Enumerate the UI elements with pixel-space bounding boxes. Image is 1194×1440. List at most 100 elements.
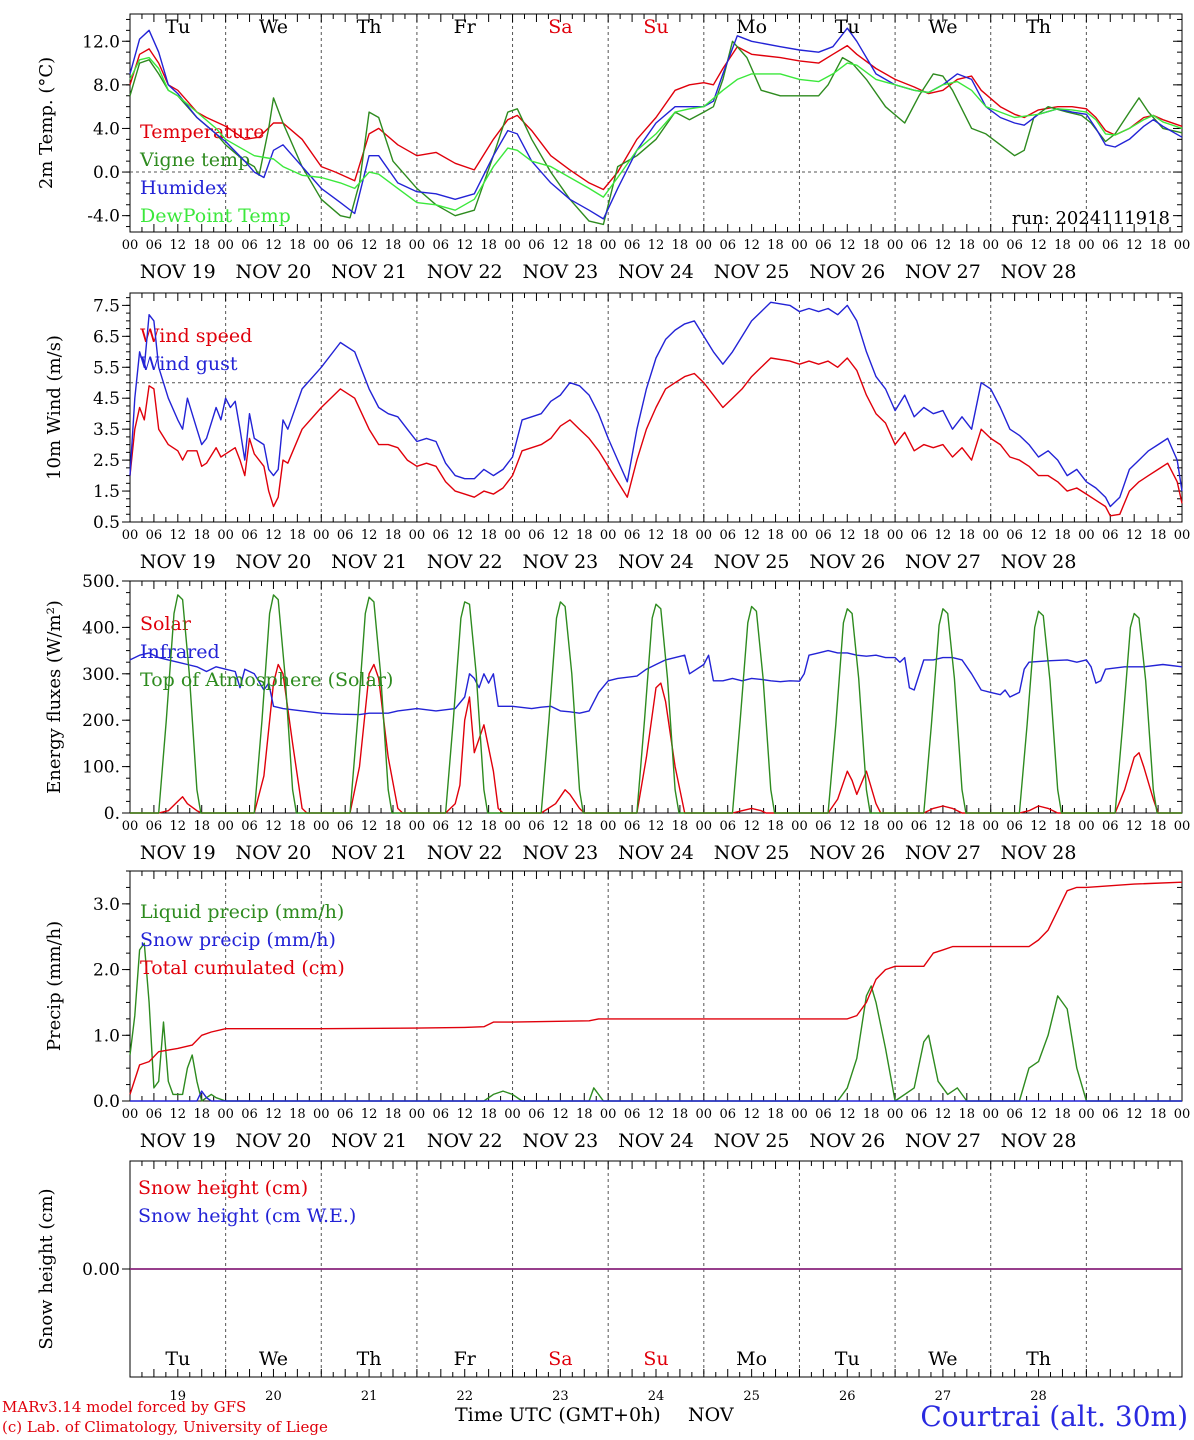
x-hour-label: 12 — [1030, 238, 1047, 253]
x-hour-label: 06 — [241, 819, 258, 834]
day-number-label: 27 — [935, 1389, 952, 1404]
x-hour-label: 18 — [1150, 819, 1167, 834]
y-tick-label: 1.0 — [93, 1026, 120, 1046]
weekday-label: Tu — [835, 1348, 860, 1370]
day-number-label: 23 — [552, 1389, 569, 1404]
x-hour-label: 00 — [1174, 819, 1191, 834]
x-hour-label: 00 — [1078, 238, 1095, 253]
weekday-label: Tu — [165, 1348, 190, 1370]
x-hour-label: 12 — [265, 1107, 282, 1122]
x-hour-label: 12 — [743, 238, 760, 253]
legend-entry: Snow height (cm W.E.) — [138, 1205, 356, 1227]
weekday-label: Th — [1026, 1348, 1051, 1370]
x-hour-label: 00 — [982, 1107, 999, 1122]
x-hour-label: 06 — [624, 819, 641, 834]
x-hour-label: 12 — [648, 819, 665, 834]
x-hour-label: 12 — [648, 1107, 665, 1122]
day-number-label: 26 — [839, 1389, 856, 1404]
y-axis-label: Energy fluxes (W/m²) — [44, 600, 65, 794]
x-hour-label: 12 — [935, 528, 952, 543]
weekday-label: Fr — [454, 1348, 477, 1370]
x-hour-label: 12 — [935, 1107, 952, 1122]
day-number-label: 25 — [743, 1389, 760, 1404]
date-label: NOV 27 — [905, 842, 981, 864]
x-hour-label: 12 — [361, 528, 378, 543]
x-hour-label: 18 — [385, 528, 402, 543]
x-hour-label: 06 — [1006, 238, 1023, 253]
day-number-label: 22 — [456, 1389, 473, 1404]
x-hour-label: 12 — [361, 819, 378, 834]
x-hour-label: 06 — [337, 238, 354, 253]
x-hour-label: 06 — [1006, 819, 1023, 834]
date-label: NOV 20 — [236, 1130, 312, 1152]
x-hour-label: 12 — [935, 238, 952, 253]
y-tick-label: 8.0 — [93, 76, 120, 96]
x-hour-label: 00 — [887, 238, 904, 253]
day-number-label: 28 — [1030, 1389, 1047, 1404]
x-hour-label: 18 — [1150, 528, 1167, 543]
x-hour-label: 06 — [433, 819, 450, 834]
x-hour-label: 06 — [528, 1107, 545, 1122]
x-hour-label: 06 — [911, 1107, 928, 1122]
x-hour-label: 00 — [696, 528, 713, 543]
x-hour-label: 00 — [1174, 528, 1191, 543]
x-hour-label: 18 — [767, 528, 784, 543]
x-hour-label: 06 — [719, 528, 736, 543]
date-label: NOV 26 — [809, 261, 885, 283]
legend-entry: Snow precip (mm/h) — [140, 929, 336, 951]
date-label: NOV 19 — [140, 842, 216, 864]
x-hour-label: 06 — [528, 528, 545, 543]
x-hour-label: 18 — [576, 1107, 593, 1122]
series-line-wind-gust — [129, 301, 1183, 508]
x-hour-label: 12 — [361, 238, 378, 253]
x-hour-label: 18 — [289, 238, 306, 253]
x-hour-label: 06 — [911, 528, 928, 543]
x-hour-label: 12 — [456, 528, 473, 543]
x-hour-label: 00 — [409, 819, 426, 834]
y-tick-label: -4.0 — [87, 207, 120, 227]
legend-entry: DewPoint Temp — [140, 205, 291, 227]
x-hour-label: 12 — [552, 819, 569, 834]
x-hour-label: 06 — [433, 528, 450, 543]
x-hour-label: 00 — [122, 238, 139, 253]
legend-entry: Infrared — [140, 641, 220, 663]
date-label: NOV 19 — [140, 1130, 216, 1152]
y-tick-label: 100. — [82, 758, 120, 778]
x-hour-label: 00 — [217, 1107, 234, 1122]
x-hour-label: 12 — [552, 1107, 569, 1122]
x-hour-label: 18 — [1054, 238, 1071, 253]
x-hour-label: 18 — [863, 238, 880, 253]
x-hour-label: 12 — [552, 528, 569, 543]
x-hour-label: 00 — [217, 528, 234, 543]
x-hour-label: 12 — [1126, 819, 1143, 834]
y-axis-label: 10m Wind (m/s) — [44, 335, 65, 480]
y-tick-label: 0.0 — [93, 163, 120, 183]
x-hour-label: 12 — [1126, 528, 1143, 543]
weekday-label: Su — [643, 1348, 668, 1370]
x-hour-label: 00 — [1078, 528, 1095, 543]
series-line-temperature — [129, 44, 1183, 191]
weekday-label: Tu — [165, 16, 190, 38]
date-label: NOV 19 — [140, 261, 216, 283]
weekday-label: Sa — [548, 1348, 572, 1370]
day-number-label: 21 — [361, 1389, 378, 1404]
x-hour-label: 06 — [337, 819, 354, 834]
y-tick-label: 0. — [104, 804, 120, 824]
x-hour-label: 06 — [1102, 528, 1119, 543]
x-hour-label: 18 — [1150, 238, 1167, 253]
x-hour-label: 12 — [839, 528, 856, 543]
credit-line-2: (c) Lab. of Climatology, University of L… — [2, 1418, 328, 1436]
y-tick-label: 0.00 — [82, 1260, 120, 1280]
x-hour-label: 06 — [433, 238, 450, 253]
x-hour-label: 06 — [911, 819, 928, 834]
date-label: NOV 20 — [236, 842, 312, 864]
y-tick-label: 0.5 — [93, 513, 120, 533]
day-number-label: 24 — [648, 1389, 665, 1404]
date-label: NOV 21 — [331, 1130, 407, 1152]
x-hour-label: 12 — [648, 238, 665, 253]
date-label: NOV 26 — [809, 1130, 885, 1152]
x-hour-label: 06 — [815, 528, 832, 543]
date-label: NOV 22 — [427, 842, 503, 864]
legend-entry: Snow height (cm) — [138, 1177, 308, 1199]
